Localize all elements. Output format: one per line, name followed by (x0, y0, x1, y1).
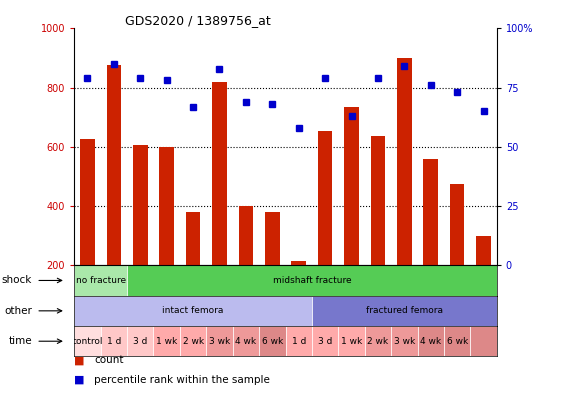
Bar (107, 65, 121, 324)
Bar (133, 145, 147, 324)
Bar (206, 326, 233, 356)
Text: 3 wk: 3 wk (209, 337, 230, 346)
Text: control: control (72, 337, 103, 346)
Bar (391, 326, 417, 356)
Bar (450, 184, 464, 324)
Bar (100, 326, 127, 356)
Bar (417, 326, 444, 356)
Text: 1 wk: 1 wk (156, 337, 177, 346)
Bar (212, 82, 227, 324)
Text: 6 wk: 6 wk (262, 337, 283, 346)
Bar (344, 107, 359, 324)
Bar (476, 236, 491, 324)
Bar (127, 326, 154, 356)
Bar (397, 58, 412, 324)
Bar (291, 261, 306, 324)
Text: shock: shock (2, 275, 32, 286)
Text: percentile rank within the sample: percentile rank within the sample (94, 375, 270, 385)
Bar (424, 159, 438, 324)
Bar (127, 265, 497, 296)
Bar (154, 326, 180, 356)
Text: 3 d: 3 d (133, 337, 147, 346)
Bar (74, 265, 127, 296)
Bar (180, 326, 206, 356)
Bar (233, 326, 259, 356)
Text: ■: ■ (74, 356, 85, 365)
Bar (365, 326, 391, 356)
Text: 3 wk: 3 wk (394, 337, 415, 346)
Bar (444, 326, 471, 356)
Bar (371, 136, 385, 324)
Bar (74, 296, 312, 326)
Bar (259, 326, 286, 356)
Text: 3 d: 3 d (318, 337, 332, 346)
Text: count: count (94, 356, 124, 365)
Text: intact femora: intact femora (162, 306, 224, 315)
Bar (286, 326, 312, 356)
Text: 1 wk: 1 wk (341, 337, 362, 346)
Bar (74, 326, 100, 356)
Text: 2 wk: 2 wk (183, 337, 204, 346)
Text: 4 wk: 4 wk (235, 337, 256, 346)
Bar (265, 212, 280, 324)
Text: 1 d: 1 d (107, 337, 121, 346)
Bar (312, 326, 338, 356)
Bar (471, 326, 497, 356)
Bar (239, 206, 253, 324)
Text: ■: ■ (74, 375, 85, 385)
Bar (312, 296, 497, 326)
Bar (159, 147, 174, 324)
Bar (338, 326, 365, 356)
Text: 4 wk: 4 wk (420, 337, 441, 346)
Text: midshaft fracture: midshaft fracture (272, 276, 351, 285)
Bar (80, 139, 95, 324)
Text: GDS2020 / 1389756_at: GDS2020 / 1389756_at (125, 14, 271, 27)
Bar (186, 212, 200, 324)
Text: time: time (9, 336, 32, 346)
Text: 6 wk: 6 wk (447, 337, 468, 346)
Text: other: other (4, 306, 32, 316)
Text: 1 d: 1 d (292, 337, 306, 346)
Text: no fracture: no fracture (75, 276, 126, 285)
Bar (318, 130, 332, 324)
Text: fractured femora: fractured femora (366, 306, 443, 315)
Text: 2 wk: 2 wk (367, 337, 388, 346)
